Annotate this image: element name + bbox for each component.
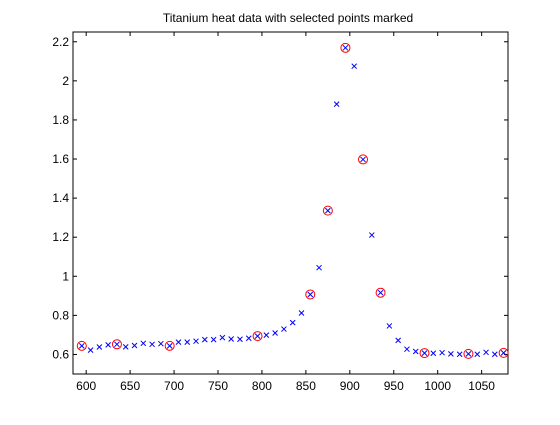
data-point-x-marker [333, 101, 340, 107]
data-point-x-marker [105, 342, 112, 348]
selected-point-marker [305, 289, 316, 300]
data-point-x-marker [122, 343, 129, 350]
data-point-x-marker [421, 350, 428, 356]
y-tick-label: 0.6 [52, 347, 69, 361]
data-point-x-marker [342, 44, 349, 51]
data-point-x-marker [96, 344, 103, 350]
selected-point-marker [340, 42, 351, 53]
y-tick-label: 2 [62, 74, 69, 88]
data-point-x-marker [114, 341, 120, 348]
x-tick-label: 850 [296, 379, 316, 393]
data-point-x-marker [404, 346, 410, 353]
data-point-x-marker [245, 335, 252, 342]
selected-point-marker [375, 287, 386, 298]
data-point-x-marker [324, 207, 331, 214]
data-point-x-marker [448, 351, 454, 357]
data-point-x-marker [219, 334, 226, 341]
data-point-x-marker [307, 291, 314, 298]
y-tick-label: 2.2 [52, 35, 69, 49]
data-point-x-marker [412, 348, 419, 355]
data-point-x-marker [131, 342, 138, 349]
selected-point-marker [164, 340, 175, 351]
data-point-x-marker [272, 330, 278, 336]
data-point-x-marker [395, 337, 402, 344]
data-point-x-marker [500, 350, 507, 356]
data-point-x-marker [491, 351, 498, 358]
chart-title: Titanium heat data with selected points … [163, 11, 413, 25]
selected-point-marker [252, 331, 263, 342]
x-tick-label: 1050 [468, 379, 495, 393]
y-tick-label: 0.8 [52, 308, 69, 322]
selected-point-marker [76, 340, 87, 351]
data-point-x-marker [439, 349, 445, 356]
x-tick-label: 950 [384, 379, 404, 393]
data-point-x-marker [289, 319, 296, 326]
data-point-x-marker [483, 349, 489, 356]
data-point-x-marker [456, 351, 463, 358]
data-point-x-marker [298, 310, 305, 316]
data-point-x-marker [158, 340, 164, 347]
data-point-x-marker [149, 341, 155, 348]
y-tick-label: 1.4 [52, 191, 69, 205]
data-point-x-marker [368, 232, 375, 238]
data-point-x-marker [166, 343, 173, 349]
x-tick-label: 700 [164, 379, 184, 393]
y-tick-label: 1.6 [52, 152, 69, 166]
x-tick-label: 800 [252, 379, 272, 393]
selected-point-marker [498, 347, 509, 358]
x-tick-label: 600 [76, 379, 96, 393]
x-tick-label: 750 [208, 379, 228, 393]
plot-area [72, 31, 509, 375]
data-point-x-marker [175, 339, 182, 345]
data-point-x-marker [140, 340, 147, 347]
data-point-x-marker [360, 156, 366, 163]
data-point-x-marker [78, 343, 85, 349]
data-point-x-marker [184, 339, 191, 345]
y-tick-label: 1.2 [52, 230, 69, 244]
data-point-x-marker [201, 336, 208, 343]
data-point-x-marker [474, 351, 481, 358]
x-tick-label: 1000 [424, 379, 451, 393]
selected-point-marker [358, 154, 368, 165]
y-tick-label: 1.8 [52, 113, 69, 127]
axis-ticks: 600 650 700 750 800 850 900 950 1000 1050 0.6 0.8 1 1… [52, 32, 508, 393]
data-point-x-marker [254, 333, 261, 339]
y-tick-label: 1 [62, 269, 69, 283]
selected-point-marker [463, 348, 474, 359]
x-tick-label: 900 [340, 379, 360, 393]
data-point-x-marker [193, 338, 199, 345]
data-point-x-marker [377, 289, 384, 296]
data-point-x-marker [281, 326, 287, 332]
data-point-x-marker [316, 264, 322, 271]
selected-point-marker [111, 339, 122, 350]
selected-point-marker [419, 348, 430, 359]
x-tick-label: 650 [120, 379, 140, 393]
selected-point-marker [322, 205, 333, 216]
data-point-x-marker [430, 350, 437, 357]
data-point-x-marker [386, 323, 393, 329]
data-point-x-marker [465, 351, 472, 357]
data-point-x-marker [228, 336, 235, 342]
data-point-x-marker [237, 336, 243, 343]
data-point-x-marker [87, 347, 94, 354]
data-point-x-marker [263, 332, 270, 338]
data-point-x-marker [351, 63, 358, 70]
data-point-x-marker [210, 336, 217, 343]
data-markers [76, 42, 509, 359]
